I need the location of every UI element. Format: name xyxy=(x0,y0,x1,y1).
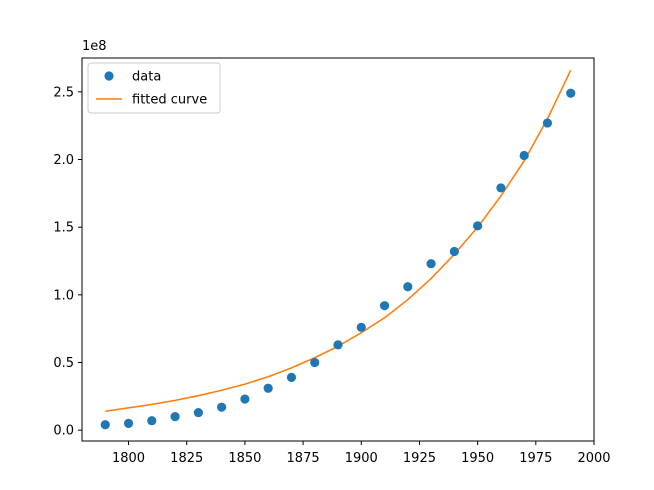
data-point xyxy=(310,357,320,368)
legend-box xyxy=(87,62,221,114)
y-tick-label: 1.0 xyxy=(53,288,74,303)
y-tick-label: 2.5 xyxy=(53,85,74,100)
data-point xyxy=(473,221,483,231)
data-point xyxy=(356,322,366,332)
fitted-curve-line xyxy=(105,69,572,413)
fitted-curve-layer xyxy=(105,69,572,413)
data-point xyxy=(542,118,553,128)
x-tick-label: 1900 xyxy=(345,451,378,466)
data-point xyxy=(519,150,529,161)
data-point xyxy=(100,420,110,430)
x-tick-label: 1850 xyxy=(228,451,261,466)
y-offset-label: 1e8 xyxy=(82,39,107,54)
legend-label: fitted curve xyxy=(132,93,207,108)
data-point xyxy=(333,340,343,350)
legend-label: data xyxy=(132,70,161,85)
x-tick-label: 2000 xyxy=(577,451,610,466)
data-point xyxy=(403,282,413,292)
x-tick-label: 1875 xyxy=(287,451,320,466)
data-point xyxy=(240,394,250,404)
legend: data fitted curve xyxy=(87,62,221,114)
legend-marker-swatch xyxy=(104,71,114,81)
data-point xyxy=(147,416,157,426)
x-tick-label: 1950 xyxy=(461,451,494,466)
axes-frame xyxy=(81,57,595,442)
data-point xyxy=(449,246,459,257)
data-point xyxy=(123,418,134,429)
data-point xyxy=(426,259,436,269)
y-axis: 0.0 0.5 1.0 1.5 2.0 2.5 xyxy=(53,85,82,439)
data-point xyxy=(170,412,180,422)
x-axis: 1800 1825 1850 1875 1900 1925 1950 1975 2000 xyxy=(112,441,611,466)
y-tick-label: 0.5 xyxy=(53,356,74,371)
data-point xyxy=(496,183,506,193)
x-tick-label: 1975 xyxy=(519,451,552,466)
data-point xyxy=(263,383,273,393)
data-point xyxy=(193,407,203,418)
data-point xyxy=(286,372,297,382)
data-points-layer xyxy=(100,88,576,430)
x-tick-label: 1925 xyxy=(403,451,436,466)
y-tick-label: 0.0 xyxy=(53,424,74,439)
data-point xyxy=(566,88,576,98)
y-tick-label: 2.0 xyxy=(53,153,74,168)
plot-area xyxy=(81,57,595,442)
data-point xyxy=(217,402,227,412)
x-tick-label: 1800 xyxy=(112,451,145,466)
data-point xyxy=(379,301,390,311)
y-tick-label: 1.5 xyxy=(53,221,74,236)
x-tick-label: 1825 xyxy=(170,451,203,466)
